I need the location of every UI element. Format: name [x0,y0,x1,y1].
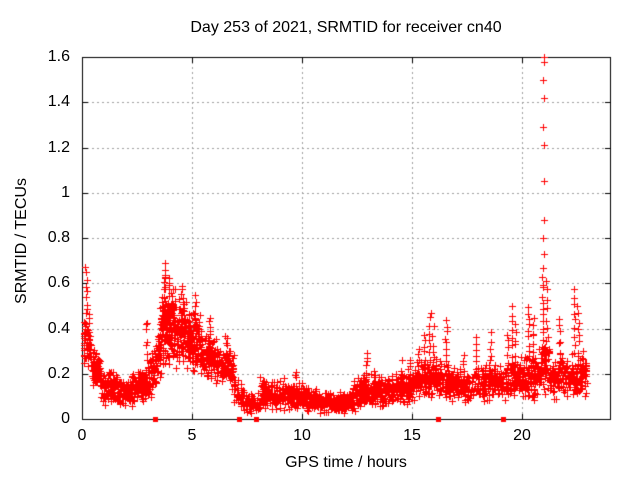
y-tick-label: 1.2 [47,139,70,156]
y-tick-label: 0.8 [47,229,70,246]
x-tick-label: 0 [77,427,87,444]
y-tick-label: 1.6 [47,48,70,65]
y-tick-label: 0 [61,410,70,427]
x-axis-label: GPS time / hours [285,454,407,471]
y-tick-label: 0.4 [47,320,70,337]
y-tick-label: 1 [61,184,70,201]
x-tick-label: 10 [293,427,311,444]
chart-title: Day 253 of 2021, SRMTID for receiver cn4… [190,19,502,36]
y-tick-label: 1.4 [47,93,70,110]
y-tick-label: 0.2 [47,365,70,382]
x-tick-label: 15 [403,427,421,444]
y-tick-label: 0.6 [47,274,70,291]
x-tick-label: 5 [187,427,197,444]
x-tick-label: 20 [513,427,531,444]
